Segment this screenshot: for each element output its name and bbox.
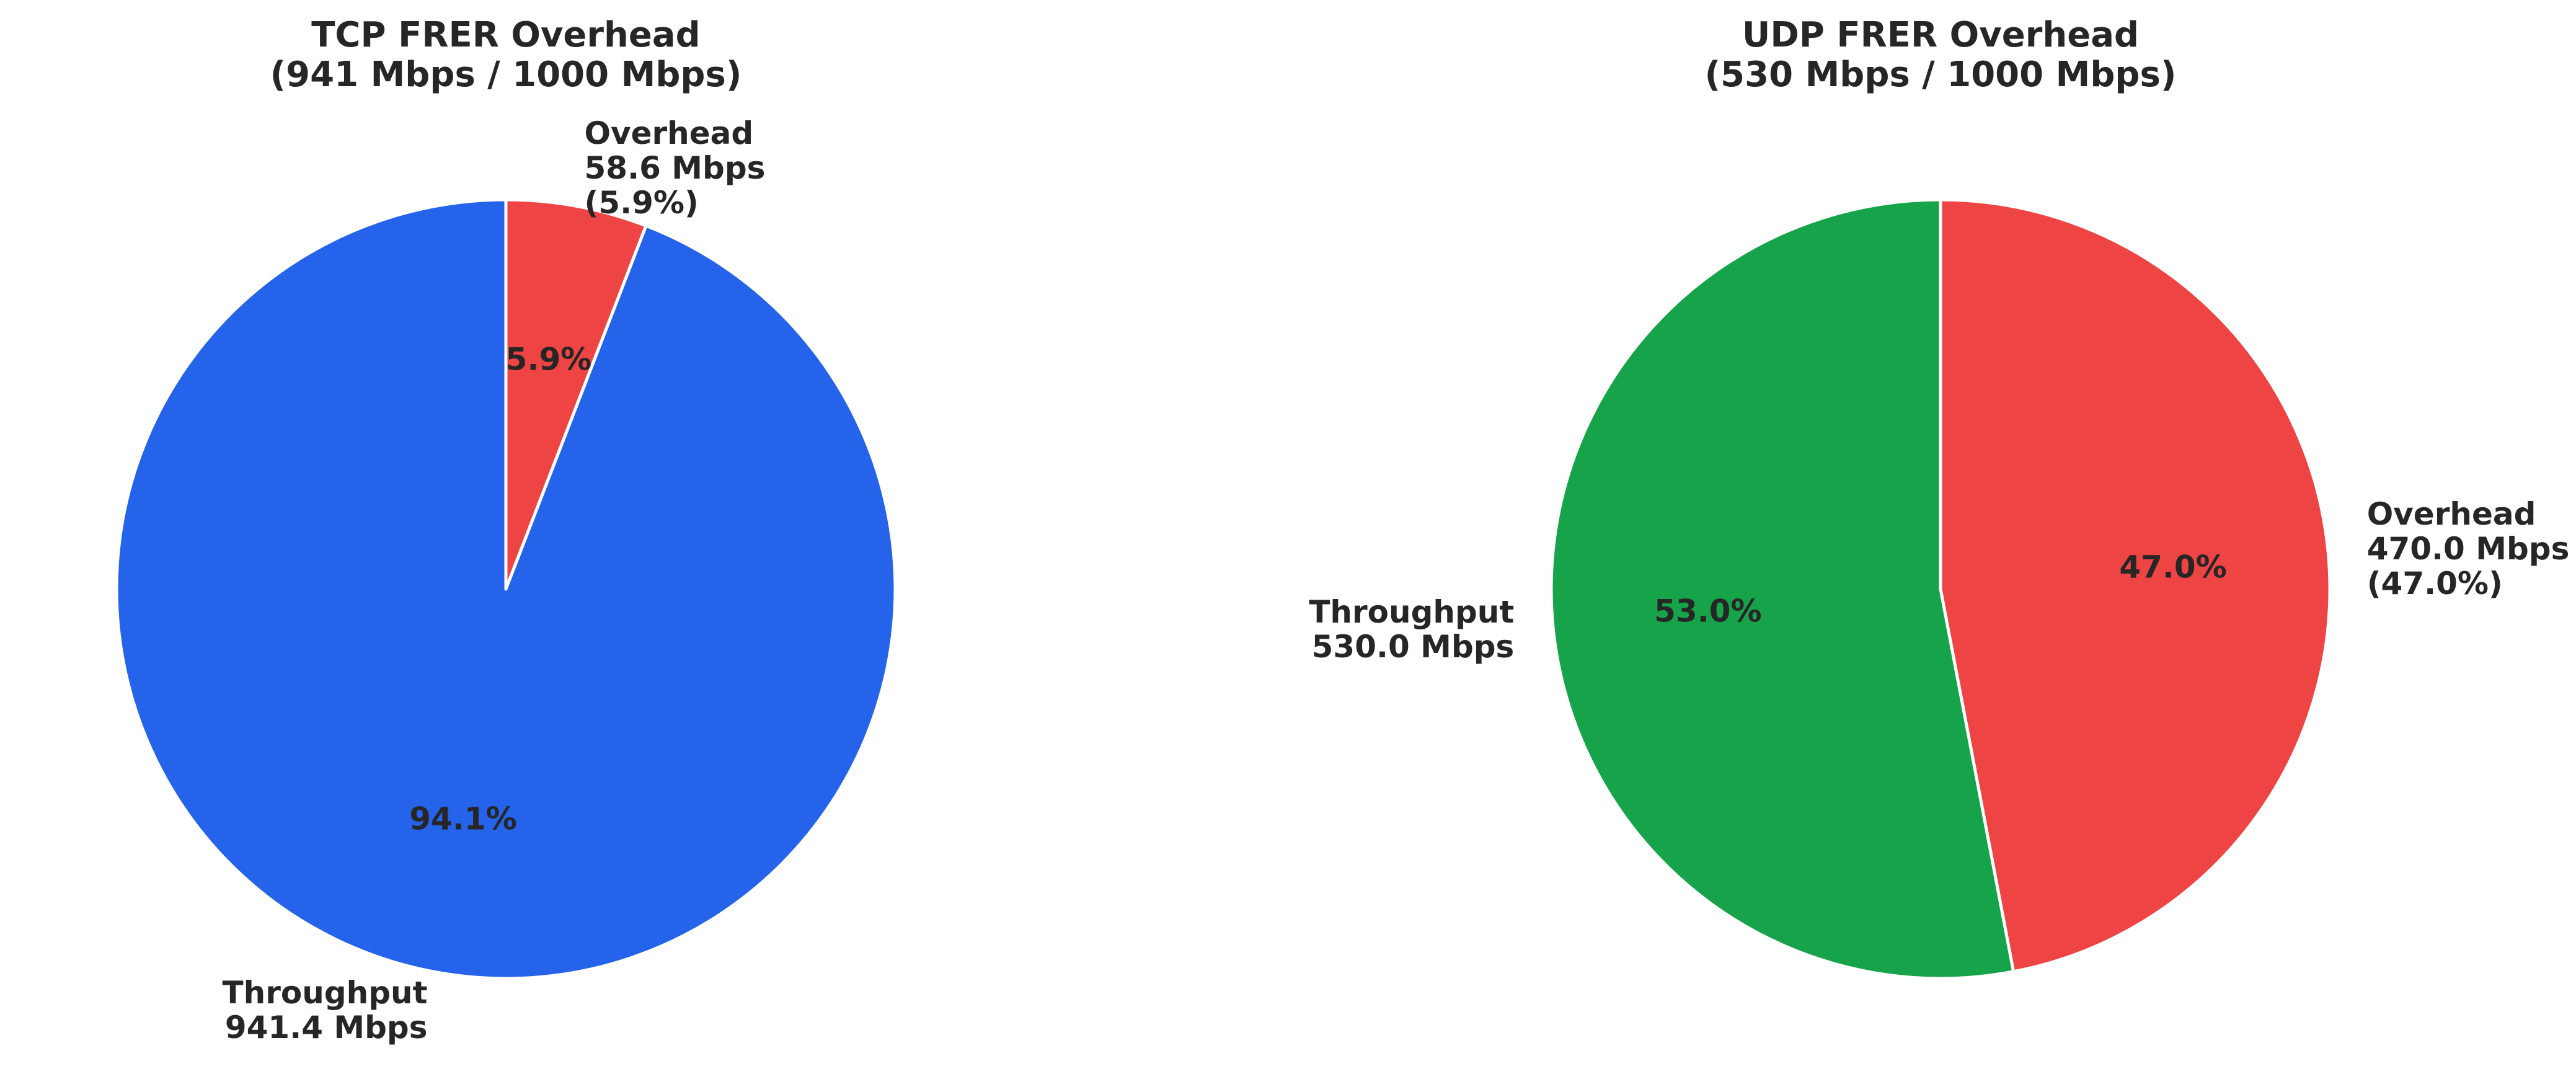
tcp-outer-label-throughput: Throughput 941.4 Mbps (223, 975, 428, 1045)
udp-title-line: UDP FRER Overhead (1742, 15, 2139, 55)
tcp-outer-label-line: Overhead (585, 115, 754, 151)
tcp-outer-label-overhead: Overhead 58.6 Mbps (5.9%) (585, 115, 766, 221)
udp-outer-label-line: 470.0 Mbps (2367, 531, 2570, 567)
tcp-outer-label-line: 58.6 Mbps (585, 150, 766, 186)
udp-chart-title: UDP FRER Overhead (530 Mbps / 1000 Mbps) (1705, 15, 2177, 95)
tcp-outer-label-line: 941.4 Mbps (225, 1010, 428, 1045)
tcp-slice-overhead (504, 198, 648, 591)
udp-pct-label-overhead: 47.0% (2119, 549, 2226, 585)
udp-outer-label-line: Throughput (1309, 594, 1514, 630)
udp-title-line: (530 Mbps / 1000 Mbps) (1705, 55, 2177, 95)
udp-pie-chart: UDP FRER Overhead (530 Mbps / 1000 Mbps) 4… (1309, 15, 2570, 980)
udp-slice-overhead (1939, 198, 2332, 974)
tcp-title-line: (941 Mbps / 1000 Mbps) (270, 55, 742, 95)
tcp-outer-label-line: (5.9%) (585, 185, 699, 221)
udp-pct-label-throughput: 53.0% (1654, 593, 1761, 629)
udp-slice-throughput (1549, 198, 2016, 980)
udp-outer-label-overhead: Overhead 470.0 Mbps (47.0%) (2367, 496, 2570, 601)
tcp-outer-label-line: Throughput (223, 975, 428, 1011)
udp-outer-label-line: Overhead (2367, 496, 2536, 532)
tcp-chart-title: TCP FRER Overhead (941 Mbps / 1000 Mbps) (270, 15, 742, 95)
tcp-title-line: TCP FRER Overhead (311, 15, 701, 55)
tcp-slice-throughput (115, 198, 897, 980)
udp-outer-label-line: (47.0%) (2367, 566, 2503, 601)
udp-outer-label-line: 530.0 Mbps (1312, 629, 1515, 665)
tcp-pie-chart: TCP FRER Overhead (941 Mbps / 1000 Mbps) 5… (115, 15, 897, 1045)
udp-outer-label-throughput: Throughput 530.0 Mbps (1309, 594, 1514, 665)
tcp-pct-label-throughput: 94.1% (409, 801, 516, 837)
tcp-pct-label-overhead: 5.9% (506, 342, 592, 378)
